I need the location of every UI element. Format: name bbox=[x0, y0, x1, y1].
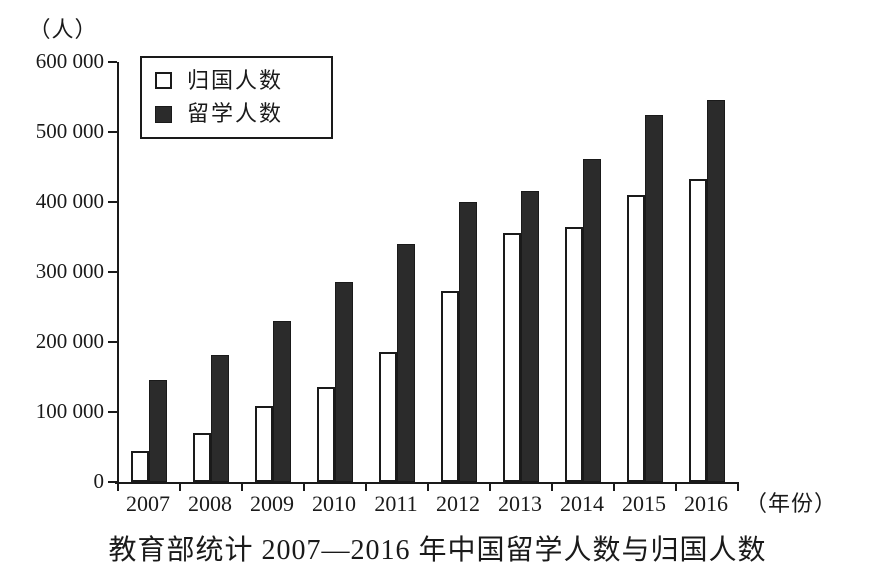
legend-swatch-returnees bbox=[155, 72, 172, 90]
bar-returnees-2016 bbox=[689, 179, 707, 482]
bar-study-abroad-2016 bbox=[707, 100, 725, 482]
y-tick-label: 600 000 bbox=[35, 49, 104, 73]
legend-label-returnees: 归国人数 bbox=[187, 67, 284, 93]
bar-study-abroad-2009 bbox=[273, 321, 291, 482]
x-tick-mark bbox=[613, 482, 615, 491]
bar-returnees-2008 bbox=[193, 433, 211, 482]
x-tick-mark bbox=[241, 482, 243, 491]
y-tick-label: 400 000 bbox=[35, 189, 104, 213]
bar-study-abroad-2010 bbox=[335, 282, 353, 482]
x-tick-label-2015: 2015 bbox=[622, 491, 666, 516]
x-tick-mark bbox=[675, 482, 677, 491]
y-tick-label: 100 000 bbox=[35, 399, 104, 423]
x-tick-label-2012: 2012 bbox=[436, 491, 480, 516]
y-axis-line bbox=[117, 62, 119, 484]
x-tick-mark bbox=[489, 482, 491, 491]
bar-study-abroad-2007 bbox=[149, 380, 167, 482]
bar-returnees-2014 bbox=[565, 227, 583, 482]
bar-returnees-2015 bbox=[627, 195, 645, 482]
x-tick-label-2011: 2011 bbox=[374, 491, 418, 516]
y-tick-mark bbox=[108, 61, 117, 63]
legend-swatch-study-abroad bbox=[155, 105, 172, 123]
x-tick-label-2014: 2014 bbox=[560, 491, 604, 516]
bar-returnees-2012 bbox=[441, 291, 459, 482]
legend-item-returnees: 归国人数 bbox=[155, 67, 331, 93]
x-axis-unit-label: （年份） bbox=[745, 491, 838, 516]
legend-label-study-abroad: 留学人数 bbox=[187, 101, 284, 127]
y-tick-mark bbox=[108, 271, 117, 273]
y-tick-mark bbox=[108, 131, 117, 133]
bar-study-abroad-2011 bbox=[397, 244, 415, 482]
bar-study-abroad-2012 bbox=[459, 202, 477, 482]
x-tick-mark bbox=[427, 482, 429, 491]
chart-caption: 教育部统计 2007—2016 年中国留学人数与归国人数 bbox=[108, 535, 767, 566]
x-tick-mark bbox=[117, 482, 119, 491]
x-tick-label-2007: 2007 bbox=[126, 491, 170, 516]
bar-study-abroad-2013 bbox=[521, 191, 539, 482]
y-tick-mark bbox=[108, 341, 117, 343]
y-tick-label: 300 000 bbox=[35, 259, 104, 283]
bar-returnees-2013 bbox=[503, 233, 521, 482]
x-tick-label-2008: 2008 bbox=[188, 491, 232, 516]
bar-returnees-2007 bbox=[131, 451, 149, 482]
y-tick-label: 500 000 bbox=[35, 119, 104, 143]
legend: 归国人数 留学人数 bbox=[140, 56, 333, 139]
bar-study-abroad-2008 bbox=[211, 355, 229, 482]
x-tick-label-2016: 2016 bbox=[684, 491, 728, 516]
y-axis-unit-label: （人） bbox=[28, 17, 98, 42]
x-tick-label-2013: 2013 bbox=[498, 491, 542, 516]
x-tick-mark bbox=[737, 482, 739, 491]
legend-item-study-abroad: 留学人数 bbox=[155, 103, 331, 125]
y-tick-label: 200 000 bbox=[35, 329, 104, 353]
x-tick-mark bbox=[179, 482, 181, 491]
y-tick-mark bbox=[108, 481, 117, 483]
x-tick-label-2010: 2010 bbox=[312, 491, 356, 516]
x-tick-label-2009: 2009 bbox=[250, 491, 294, 516]
bar-returnees-2011 bbox=[379, 352, 397, 482]
bar-study-abroad-2015 bbox=[645, 115, 663, 482]
bar-returnees-2010 bbox=[317, 387, 335, 482]
bar-study-abroad-2014 bbox=[583, 159, 601, 482]
bar-returnees-2009 bbox=[255, 406, 273, 482]
y-tick-mark bbox=[108, 201, 117, 203]
x-tick-mark bbox=[365, 482, 367, 491]
y-tick-label: 0 bbox=[93, 469, 105, 493]
x-tick-mark bbox=[303, 482, 305, 491]
y-tick-mark bbox=[108, 411, 117, 413]
x-tick-mark bbox=[551, 482, 553, 491]
